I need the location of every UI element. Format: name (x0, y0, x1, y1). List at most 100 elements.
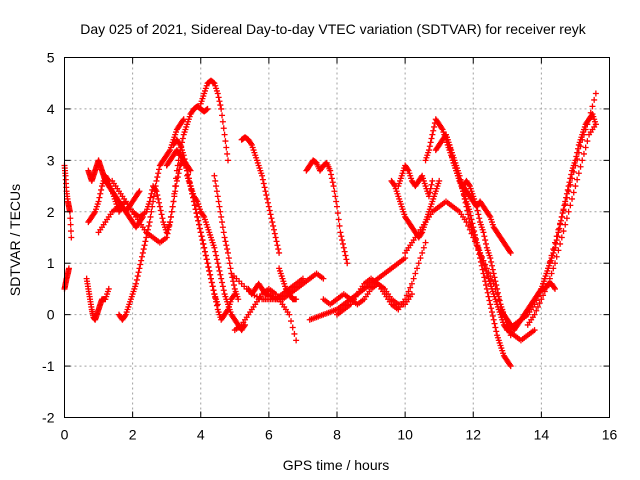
data-point (271, 230, 278, 237)
data-point (202, 252, 209, 259)
data-point (402, 255, 409, 262)
data-point (293, 296, 300, 303)
series-s22 (334, 239, 429, 318)
y-tick-label: 2 (47, 204, 55, 220)
data-point (333, 198, 340, 205)
data-points (61, 77, 599, 370)
data-point (456, 172, 463, 179)
data-point (293, 337, 300, 344)
data-point (173, 177, 180, 184)
data-point (481, 274, 488, 281)
series-s14 (238, 134, 283, 256)
series-s6 (116, 116, 187, 323)
data-point (211, 244, 218, 251)
data-point (261, 184, 268, 191)
data-point (276, 249, 283, 256)
data-point (267, 211, 274, 218)
data-point (219, 224, 226, 231)
data-point (428, 181, 435, 188)
data-point (557, 217, 564, 224)
data-point (494, 285, 501, 292)
data-point (167, 219, 174, 226)
data-point (328, 171, 335, 178)
data-point (152, 186, 159, 193)
data-point (553, 237, 560, 244)
data-point (224, 246, 231, 253)
data-point (559, 210, 566, 217)
data-point (476, 215, 483, 222)
series-s24 (395, 162, 436, 200)
data-point (272, 234, 279, 241)
data-point (148, 190, 155, 197)
data-point (226, 260, 233, 267)
data-point (342, 252, 349, 259)
data-point (492, 278, 499, 285)
data-point (574, 149, 581, 156)
data-point (288, 318, 295, 325)
data-point (496, 297, 503, 304)
data-point (223, 144, 230, 151)
series-s17 (228, 270, 306, 303)
data-point (460, 188, 467, 195)
data-point (458, 180, 465, 187)
data-point (169, 203, 176, 210)
series-s32 (524, 121, 599, 328)
data-point (225, 249, 231, 256)
data-point (567, 202, 574, 209)
data-point (561, 202, 568, 209)
data-point (274, 242, 281, 249)
data-point (341, 248, 348, 255)
data-point (137, 261, 144, 268)
data-point (492, 324, 499, 331)
data-point (405, 288, 412, 295)
data-point (217, 271, 224, 278)
series-s16 (245, 270, 327, 303)
data-point (215, 94, 222, 101)
data-point (225, 157, 231, 164)
data-point (191, 202, 198, 209)
data-point (153, 177, 160, 184)
data-point (213, 183, 220, 190)
data-point (199, 237, 206, 244)
data-point (320, 275, 327, 282)
data-point (482, 237, 489, 244)
data-point (577, 163, 584, 170)
data-point (216, 203, 223, 210)
data-point (536, 300, 543, 307)
data-point (156, 199, 163, 206)
data-point (461, 195, 468, 202)
data-point (166, 148, 173, 155)
x-tick-label: 0 (61, 427, 69, 443)
data-point (141, 242, 148, 249)
data-point (429, 131, 436, 138)
data-point (507, 249, 514, 256)
data-point (592, 121, 599, 128)
data-point (219, 279, 226, 286)
data-point (219, 283, 226, 290)
data-point (558, 234, 565, 241)
data-point (225, 255, 232, 262)
data-point (221, 234, 228, 241)
data-point (193, 197, 200, 204)
data-point (217, 208, 224, 215)
series-s28 (456, 177, 514, 256)
data-point (270, 222, 277, 229)
data-point (135, 269, 142, 276)
data-point (275, 246, 282, 253)
data-point (183, 163, 190, 170)
data-point (179, 117, 186, 124)
data-point (408, 280, 415, 287)
data-point (475, 211, 482, 218)
data-point (462, 199, 469, 206)
data-point (154, 174, 161, 181)
data-point (570, 189, 577, 196)
data-point (153, 188, 160, 195)
data-point (105, 285, 112, 292)
series-s33 (538, 111, 599, 292)
chart-title: Day 025 of 2021, Sidereal Day-to-day VTE… (80, 21, 586, 37)
data-point (425, 147, 432, 154)
data-point (230, 282, 237, 289)
data-point (575, 170, 582, 177)
data-point (223, 242, 230, 249)
data-point (546, 275, 553, 282)
